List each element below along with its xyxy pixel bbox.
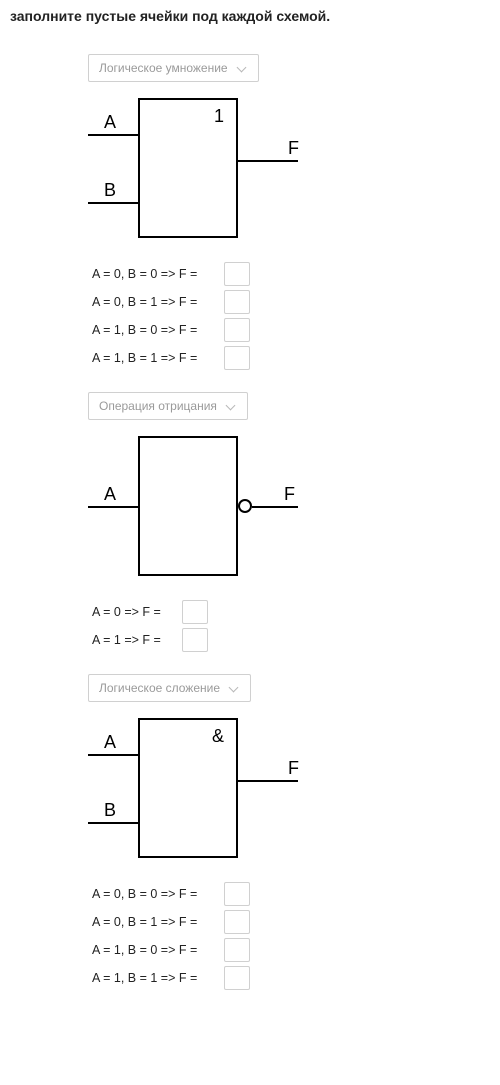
truth-table-1: A = 0, B = 0 => F = A = 0, B = 1 => F = … [92, 262, 500, 370]
gate-diagram-1: 1 A B F [88, 88, 328, 248]
wire-F [252, 506, 298, 508]
truth-label: A = 1, B = 0 => F = [92, 323, 222, 337]
truth-row: A = 1, B = 1 => F = [92, 966, 500, 990]
input-label-A: A [104, 732, 116, 753]
input-label-A: A [104, 484, 116, 505]
truth-row: A = 0 => F = [92, 600, 500, 624]
wire-A [88, 134, 138, 136]
truth-row: A = 1, B = 0 => F = [92, 938, 500, 962]
truth-table-2: A = 0 => F = A = 1 => F = [92, 600, 500, 652]
answer-input[interactable] [182, 600, 208, 624]
answer-input[interactable] [224, 938, 250, 962]
input-label-B: B [104, 180, 116, 201]
answer-input[interactable] [182, 628, 208, 652]
truth-label: A = 0, B = 1 => F = [92, 915, 222, 929]
gate-diagram-3: & A B F [88, 708, 328, 868]
gate-block-3: Логическое сложение & A B F A = 0, B = 0… [88, 674, 500, 990]
gate-symbol: 1 [214, 106, 224, 127]
truth-table-3: A = 0, B = 0 => F = A = 0, B = 1 => F = … [92, 882, 500, 990]
truth-row: A = 0, B = 1 => F = [92, 290, 500, 314]
truth-row: A = 1, B = 1 => F = [92, 346, 500, 370]
negation-circle-icon [238, 499, 252, 513]
truth-label: A = 1, B = 1 => F = [92, 971, 222, 985]
output-label-F: F [288, 138, 299, 159]
page-title: заполните пустые ячейки под каждой схемо… [10, 8, 500, 24]
answer-input[interactable] [224, 882, 250, 906]
page: заполните пустые ячейки под каждой схемо… [0, 0, 500, 1032]
truth-label: A = 1, B = 0 => F = [92, 943, 222, 957]
truth-label: A = 0, B = 1 => F = [92, 295, 222, 309]
wire-A [88, 754, 138, 756]
truth-label: A = 0 => F = [92, 605, 180, 619]
truth-row: A = 0, B = 0 => F = [92, 882, 500, 906]
dropdown-label: Логическое умножение [99, 61, 228, 75]
truth-label: A = 0, B = 0 => F = [92, 267, 222, 281]
input-label-A: A [104, 112, 116, 133]
answer-input[interactable] [224, 262, 250, 286]
answer-input[interactable] [224, 910, 250, 934]
dropdown-gate-1[interactable]: Логическое умножение [88, 54, 259, 82]
dropdown-gate-3[interactable]: Логическое сложение [88, 674, 251, 702]
output-label-F: F [288, 758, 299, 779]
gate-diagram-2: A F [88, 426, 328, 586]
answer-input[interactable] [224, 318, 250, 342]
truth-label: A = 1, B = 1 => F = [92, 351, 222, 365]
answer-input[interactable] [224, 290, 250, 314]
wire-B [88, 822, 138, 824]
wire-F [238, 160, 298, 162]
chevron-down-icon [230, 683, 240, 693]
gate-block-1: Логическое умножение 1 A B F A = 0, B = … [88, 54, 500, 370]
gate-block-2: Операция отрицания A F A = 0 => F = A = … [88, 392, 500, 652]
wire-A [88, 506, 138, 508]
dropdown-gate-2[interactable]: Операция отрицания [88, 392, 248, 420]
wire-F [238, 780, 298, 782]
gate-box: & [138, 718, 238, 858]
answer-input[interactable] [224, 346, 250, 370]
truth-label: A = 1 => F = [92, 633, 180, 647]
truth-row: A = 1, B = 0 => F = [92, 318, 500, 342]
output-label-F: F [284, 484, 295, 505]
wire-B [88, 202, 138, 204]
truth-row: A = 0, B = 1 => F = [92, 910, 500, 934]
dropdown-label: Логическое сложение [99, 681, 220, 695]
gate-symbol: & [212, 726, 224, 747]
answer-input[interactable] [224, 966, 250, 990]
gate-box [138, 436, 238, 576]
truth-row: A = 1 => F = [92, 628, 500, 652]
dropdown-label: Операция отрицания [99, 399, 217, 413]
chevron-down-icon [238, 63, 248, 73]
truth-label: A = 0, B = 0 => F = [92, 887, 222, 901]
input-label-B: B [104, 800, 116, 821]
chevron-down-icon [227, 401, 237, 411]
gate-box: 1 [138, 98, 238, 238]
truth-row: A = 0, B = 0 => F = [92, 262, 500, 286]
